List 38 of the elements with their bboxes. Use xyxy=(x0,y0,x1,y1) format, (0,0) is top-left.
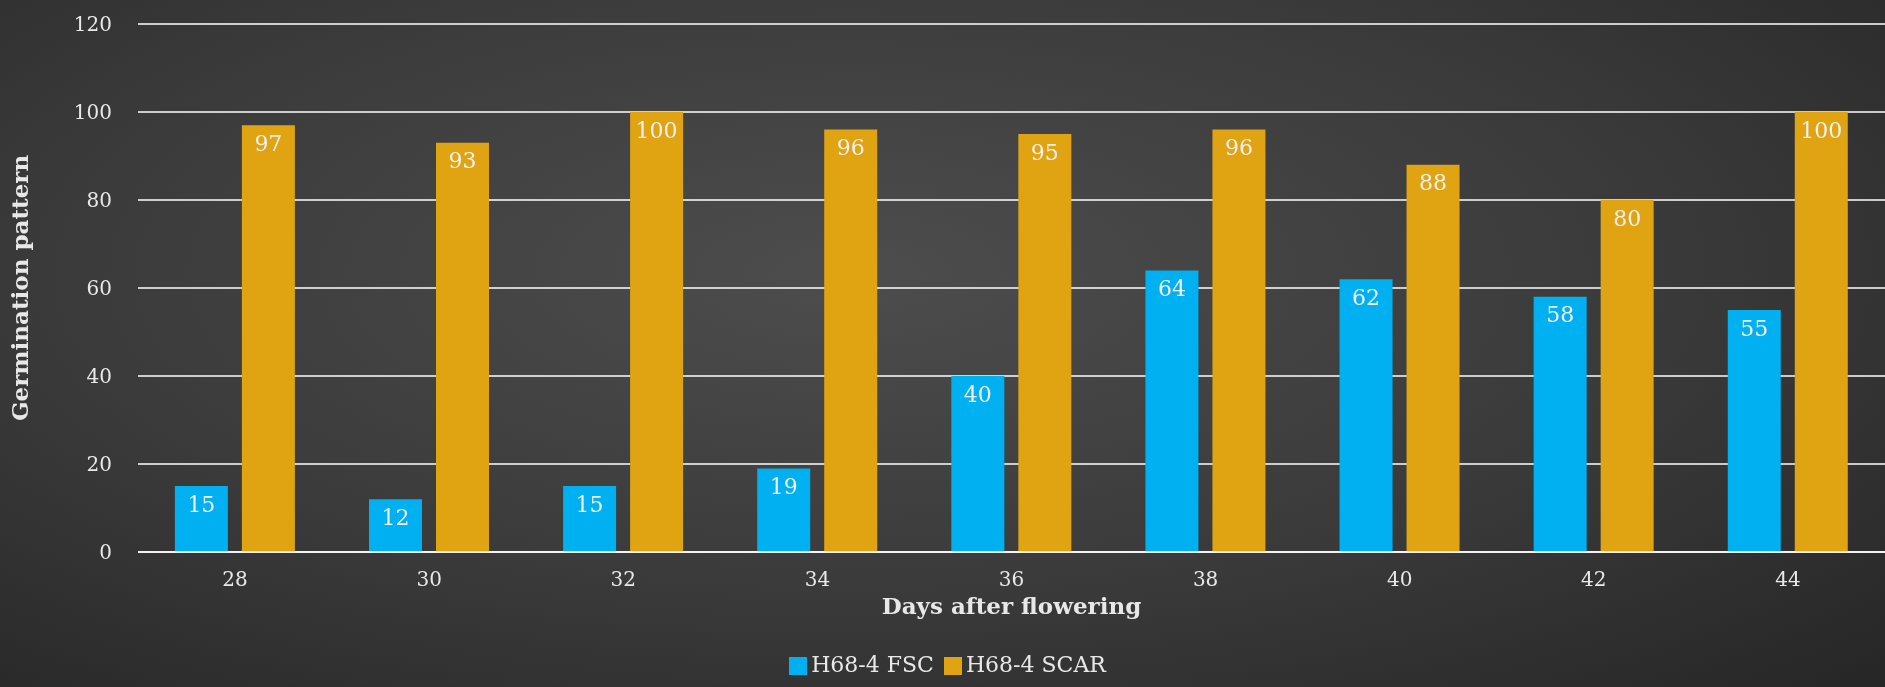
data-label: 58 xyxy=(1546,302,1575,328)
y-axis-title: Germination pattern xyxy=(6,154,34,422)
data-label: 19 xyxy=(769,474,798,500)
x-tick-label: 38 xyxy=(1192,567,1219,592)
data-label: 97 xyxy=(254,130,283,156)
x-tick-label: 34 xyxy=(804,567,831,592)
y-tick-label: 80 xyxy=(86,188,112,213)
data-label: 55 xyxy=(1740,315,1769,341)
data-label: 96 xyxy=(836,135,865,161)
x-tick-label: 32 xyxy=(610,567,636,592)
y-tick-label: 40 xyxy=(86,364,112,389)
y-tick-label: 120 xyxy=(73,12,112,37)
data-label: 64 xyxy=(1157,276,1186,302)
x-tick-label: 42 xyxy=(1581,567,1607,592)
data-label: 15 xyxy=(575,491,604,517)
data-label: 40 xyxy=(963,381,992,407)
x-tick-label: 30 xyxy=(416,567,442,592)
y-tick-label: 0 xyxy=(99,540,112,565)
data-label: 100 xyxy=(1800,117,1843,143)
x-tick-label: 40 xyxy=(1387,567,1413,592)
data-label: 15 xyxy=(187,491,216,517)
data-label: 62 xyxy=(1352,284,1381,310)
y-tick-label: 20 xyxy=(86,452,112,477)
data-label: 93 xyxy=(448,148,477,174)
x-tick-label: 44 xyxy=(1775,567,1801,592)
x-axis-title: Days after flowering xyxy=(881,592,1142,619)
legend-label: H68-4 FSC xyxy=(811,652,934,677)
legend-label: H68-4 SCAR xyxy=(965,652,1106,677)
x-tick-label: 28 xyxy=(222,567,248,592)
data-label: 12 xyxy=(381,504,410,530)
y-tick-label: 60 xyxy=(86,276,112,301)
data-label: 88 xyxy=(1419,170,1448,196)
data-label: 95 xyxy=(1030,139,1059,165)
y-tick-label: 100 xyxy=(73,100,112,125)
data-label: 80 xyxy=(1613,205,1642,231)
data-label: 100 xyxy=(635,117,678,143)
x-tick-label: 36 xyxy=(998,567,1025,592)
data-label: 96 xyxy=(1224,135,1253,161)
